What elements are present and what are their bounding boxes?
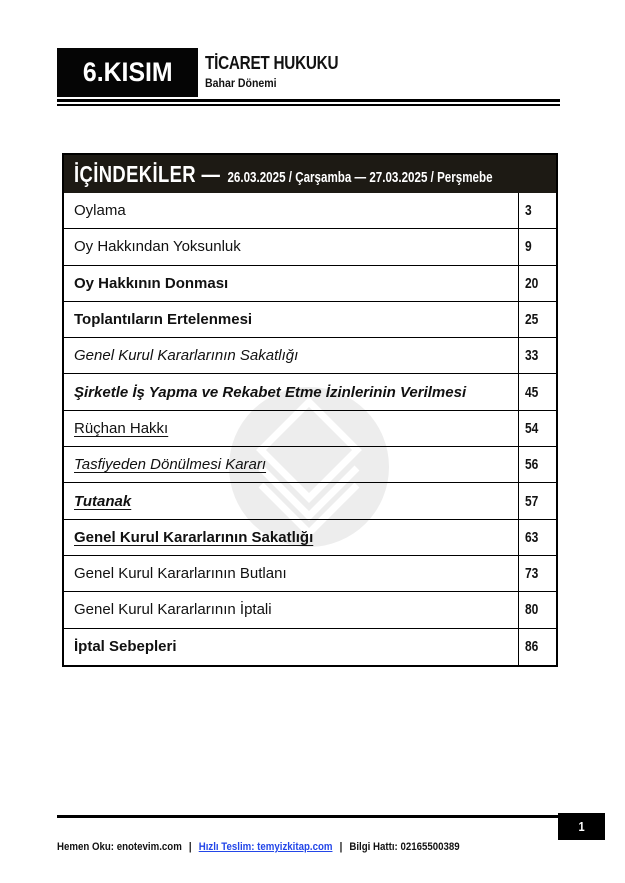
toc-row: Genel Kurul Kararlarının Sakatlığı 63 xyxy=(64,519,556,556)
toc-entry-page-number: 25 xyxy=(525,311,539,329)
toc-entry-page-number: 57 xyxy=(525,492,539,510)
toc-entry-page-cell: 3 xyxy=(518,193,556,229)
toc-entry-page-cell: 57 xyxy=(518,483,556,519)
toc-row: Oy Hakkının Donması 20 xyxy=(64,265,556,302)
page-number-badge: 1 xyxy=(558,813,605,840)
toc-entry-title: Oy Hakkından Yoksunluk xyxy=(74,238,241,256)
footer-rule xyxy=(57,815,558,818)
part-number-label: 6.KISIM xyxy=(82,57,173,87)
toc-entry-page-number: 86 xyxy=(525,638,539,656)
toc-entry-title: Şirketle İş Yapma ve Rekabet Etme İzinle… xyxy=(74,383,467,401)
toc-row: İptal Sebepleri 86 xyxy=(64,628,556,665)
toc-entry-page-cell: 86 xyxy=(518,628,556,665)
page-number: 1 xyxy=(578,819,585,834)
toc-row: Tasfiyeden Dönülmesi Kararı 56 xyxy=(64,447,556,484)
toc-entry-page-number: 33 xyxy=(525,347,539,365)
toc-entry-title: İptal Sebepleri xyxy=(74,638,177,656)
toc-rows: Oylama 3 Oy Hakkından Yoksunluk 9 Oy Hakkını… xyxy=(64,193,556,665)
toc-entry-title: Genel Kurul Kararlarının İptali xyxy=(74,601,272,619)
toc-entry-page-number: 45 xyxy=(525,383,539,401)
toc-row: Toplantıların Ertelenmesi 25 xyxy=(64,301,556,339)
toc-entry-page-number: 63 xyxy=(525,528,539,546)
toc-entry-page-cell: 33 xyxy=(518,338,556,374)
header-rule-thick xyxy=(57,99,560,102)
toc-entry-page-number: 73 xyxy=(525,565,539,583)
toc-header-line: İÇİNDEKİLER — 26.03.2025 / Çarşamba — 27… xyxy=(74,161,493,188)
toc-entry-page-cell: 9 xyxy=(518,229,556,265)
toc-row: Genel Kurul Kararlarının Sakatlığı 33 xyxy=(64,338,556,375)
footer-read-label: Hemen Oku: enotevim.com xyxy=(57,841,182,853)
toc-entry-title: Oy Hakkının Donması xyxy=(74,274,229,292)
toc-entry-title: Tutanak xyxy=(74,492,132,510)
toc-entry-page-cell: 25 xyxy=(518,301,556,338)
footer-separator: | xyxy=(339,841,343,853)
toc-entry-page-number: 9 xyxy=(525,238,532,256)
footer-separator: | xyxy=(188,841,192,853)
toc-entry-page-number: 56 xyxy=(525,456,539,474)
toc-row: Rüçhan Hakkı 54 xyxy=(64,410,556,448)
toc-row: Genel Kurul Kararlarının Butlanı 73 xyxy=(64,555,556,593)
toc-row: Oy Hakkından Yoksunluk 9 xyxy=(64,229,556,266)
toc-row: Tutanak 57 xyxy=(64,483,556,520)
toc-entry-page-number: 54 xyxy=(525,419,539,437)
toc-entry-title: Genel Kurul Kararlarının Butlanı xyxy=(74,565,287,583)
toc-entry-page-cell: 20 xyxy=(518,265,556,301)
footer-info-label: Bilgi Hattı: 02165500389 xyxy=(349,841,460,853)
toc-entry-title: Genel Kurul Kararlarının Sakatlığı xyxy=(74,528,314,546)
diamond-chevron-logo-watermark xyxy=(229,387,389,547)
toc-entry-title: Oylama xyxy=(74,202,126,220)
part-number-box: 6.KISIM xyxy=(57,48,198,97)
toc-entry-page-cell: 56 xyxy=(518,447,556,483)
toc-entry-page-cell: 73 xyxy=(518,555,556,592)
toc-table: İÇİNDEKİLER — 26.03.2025 / Çarşamba — 27… xyxy=(62,153,558,667)
toc-title: İÇİNDEKİLER — xyxy=(74,160,221,187)
toc-entry-page-number: 80 xyxy=(525,601,539,619)
toc-row: Genel Kurul Kararlarının İptali 80 xyxy=(64,592,556,629)
header-rule-thin xyxy=(57,104,560,106)
toc-entry-page-number: 3 xyxy=(525,202,532,220)
toc-entry-title: Genel Kurul Kararlarının Sakatlığı xyxy=(74,347,299,365)
toc-row: Şirketle İş Yapma ve Rekabet Etme İzinle… xyxy=(64,374,556,411)
toc-entry-page-cell: 54 xyxy=(518,410,556,447)
toc-entry-page-number: 20 xyxy=(525,274,539,292)
toc-entry-title: Tasfiyeden Dönülmesi Kararı xyxy=(74,456,267,474)
toc-entry-page-cell: 63 xyxy=(518,519,556,555)
course-title: TİCARET HUKUKU xyxy=(205,53,339,73)
footer-shop-link[interactable]: Hızlı Teslim: temyizkitap.com xyxy=(198,841,333,853)
toc-entry-title: Rüçhan Hakkı xyxy=(74,419,169,437)
toc-row: Oylama 3 xyxy=(64,193,556,230)
toc-entry-title: Toplantıların Ertelenmesi xyxy=(74,311,253,329)
toc-entry-page-cell: 80 xyxy=(518,592,556,628)
toc-header-bar: İÇİNDEKİLER — 26.03.2025 / Çarşamba — 27… xyxy=(64,155,556,193)
toc-date-range: 26.03.2025 / Çarşamba — 27.03.2025 / Per… xyxy=(227,169,493,186)
course-block: TİCARET HUKUKU Bahar Dönemi xyxy=(205,53,362,90)
toc-entry-page-cell: 45 xyxy=(518,374,556,410)
footer-contact-line: Hemen Oku: enotevim.com | Hızlı Teslim: … xyxy=(57,841,460,853)
course-term: Bahar Dönemi xyxy=(205,76,277,90)
